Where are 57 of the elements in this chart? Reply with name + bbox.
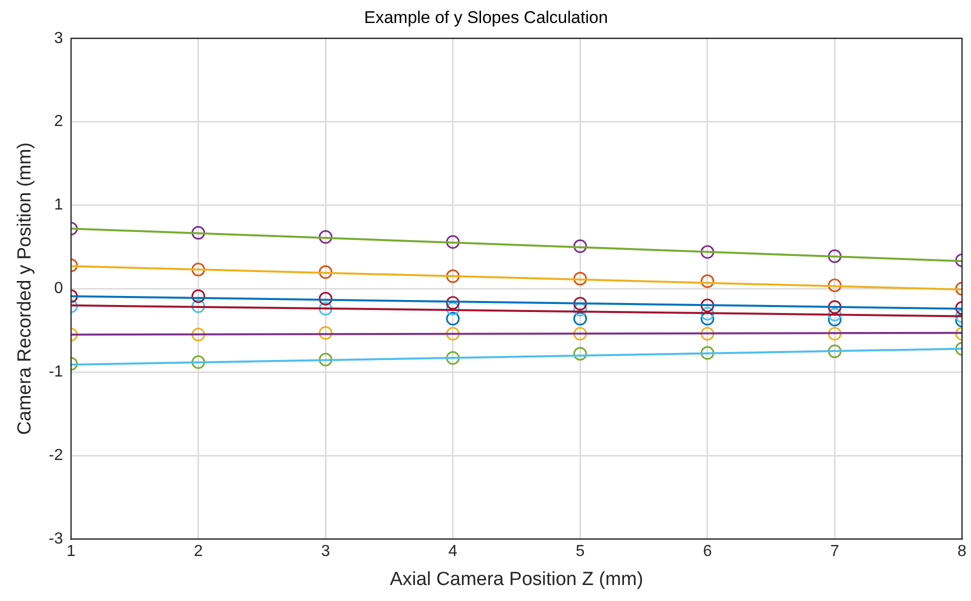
y-tick-label: -2 <box>48 446 64 464</box>
point <box>318 292 332 306</box>
x-tick-label: 2 <box>194 543 203 560</box>
point <box>318 352 332 366</box>
point <box>192 289 206 304</box>
point <box>573 296 587 311</box>
point <box>446 302 460 316</box>
point <box>318 302 332 316</box>
point <box>700 298 714 312</box>
point <box>318 265 332 279</box>
chart-title: Example of y Slopes Calculation <box>364 8 608 27</box>
y-tick-label: -3 <box>48 530 64 548</box>
point <box>573 302 587 316</box>
point <box>573 312 587 326</box>
point <box>828 300 842 314</box>
point <box>446 269 460 283</box>
point <box>573 346 587 361</box>
x-tick-label: 5 <box>576 543 585 560</box>
point <box>828 249 842 263</box>
point <box>700 274 714 288</box>
x-axis-title: Axial Camera Position Z (mm) <box>390 568 644 590</box>
point <box>828 326 842 341</box>
point <box>192 262 206 276</box>
point <box>700 326 714 341</box>
point <box>446 296 460 310</box>
point <box>828 308 842 322</box>
point <box>446 326 460 341</box>
y-tick-label: 1 <box>54 196 64 214</box>
point <box>700 346 714 360</box>
point <box>192 355 206 369</box>
point <box>192 328 206 342</box>
x-tick-label: 1 <box>66 543 76 560</box>
x-tick-label: 4 <box>448 543 458 560</box>
x-tick-label: 7 <box>830 543 840 560</box>
point <box>828 278 842 292</box>
point <box>828 344 842 358</box>
point <box>192 226 206 240</box>
point <box>318 230 332 244</box>
y-tick-label: 0 <box>54 280 64 298</box>
point <box>446 235 460 249</box>
point <box>573 272 587 286</box>
point <box>700 245 714 259</box>
x-tick-label: 8 <box>958 543 967 560</box>
point <box>700 306 714 321</box>
y-tick-label: 2 <box>54 113 64 130</box>
point <box>700 312 714 326</box>
point <box>192 299 206 314</box>
point <box>573 239 587 253</box>
y-tick-label: 3 <box>54 30 64 47</box>
y-axis-title: Camera Recorded y Position (mm) <box>14 142 36 435</box>
y-tick-label: -1 <box>48 364 64 381</box>
point <box>446 351 460 365</box>
point <box>446 312 460 326</box>
point <box>573 326 587 341</box>
x-tick-label: 6 <box>702 543 712 560</box>
x-tick-label: 3 <box>321 543 330 560</box>
point <box>318 326 332 340</box>
